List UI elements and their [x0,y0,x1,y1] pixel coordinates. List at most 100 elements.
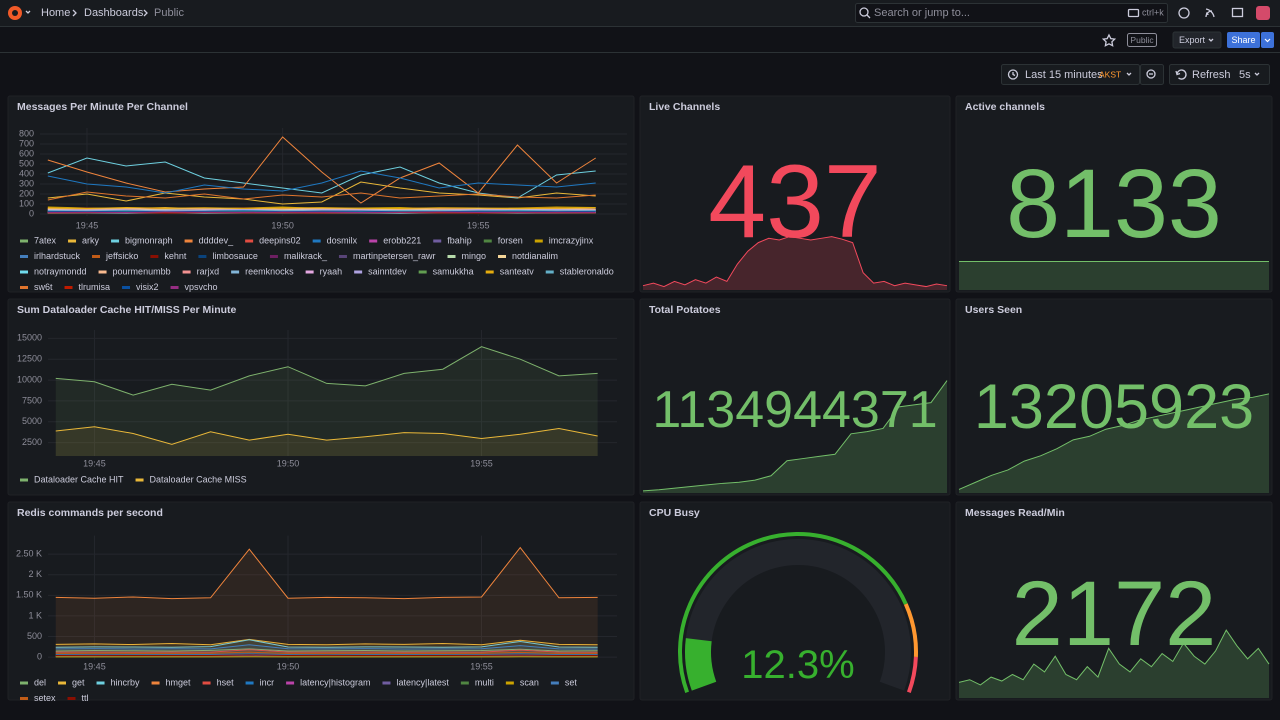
logo-chevron[interactable] [25,10,31,14]
panel-title[interactable]: Sum Dataloader Cache HIT/MISS Per Minute [17,304,237,316]
legend-label[interactable]: irlhardstuck [34,251,81,261]
legend-label[interactable]: get [72,677,85,687]
sparkline-line [958,393,1270,490]
time-chevron[interactable] [1126,72,1132,76]
panel-title[interactable]: Messages Read/Min [965,507,1065,519]
panel-title[interactable]: Users Seen [965,304,1022,316]
legend-label[interactable]: del [34,677,46,687]
legend-label[interactable]: fbahip [447,235,472,245]
gauge-threshold [903,603,918,658]
x-tick-label: 19:50 [277,661,300,671]
panel-title[interactable]: CPU Busy [649,507,700,519]
time-range[interactable]: Last 15 minutes [1025,69,1103,81]
legend-label[interactable]: arky [82,235,100,245]
legend-label[interactable]: hset [217,677,235,687]
legend-label[interactable]: notdianalim [512,251,558,261]
legend-label[interactable]: set [565,677,578,687]
y-tick-label: 300 [19,178,34,188]
y-tick-label: 600 [19,148,34,158]
share-label[interactable]: Share [1231,35,1255,45]
legend-label[interactable]: limbosauce [212,251,258,261]
panel-title[interactable]: Live Channels [649,101,720,113]
avatar[interactable] [1256,6,1270,20]
logo-hole[interactable] [12,10,18,16]
y-tick-label: 12500 [17,354,42,364]
zoom-icon[interactable] [1146,69,1156,79]
legend-label[interactable]: ddddev_ [199,235,235,245]
legend-label[interactable]: visix2 [136,282,159,292]
legend-label[interactable]: santeatv [500,266,535,276]
legend-label[interactable]: jeffsicko [105,251,138,261]
share-menu-chevron[interactable] [1264,38,1271,43]
export-button[interactable] [1172,31,1222,49]
legend-label[interactable]: setex [34,693,56,703]
legend-label[interactable]: Dataloader Cache MISS [150,474,247,484]
legend-label[interactable]: hmget [166,677,192,687]
export-chevron[interactable] [1208,38,1214,42]
legend-label[interactable]: notraymondd [34,266,87,276]
breadcrumb[interactable]: Dashboards [84,7,144,19]
legend-label[interactable]: deepins02 [259,235,301,245]
star-button[interactable] [1101,33,1117,47]
legend-label[interactable]: sw6t [34,282,53,292]
legend-label[interactable]: rarjxd [197,266,220,276]
stat-value: 8133 [1006,149,1222,258]
refresh-icon[interactable] [1175,69,1187,80]
panel [639,95,951,293]
help-icon[interactable] [1178,7,1190,19]
legend-label[interactable]: dosmilx [327,235,358,245]
legend-label[interactable]: martinpetersen_rawr [353,251,436,261]
legend-label[interactable]: ryaah [320,266,343,276]
legend-label[interactable]: sainntdev [368,266,407,276]
legend-label[interactable]: stableronaldo [560,266,614,276]
y-tick-label: 5000 [22,416,42,426]
legend-label[interactable]: bigmonraph [125,235,173,245]
refresh-button[interactable] [1169,64,1270,85]
dock-icon[interactable] [1231,7,1244,18]
public-badge [1127,33,1157,47]
legend-label[interactable]: multi [475,677,494,687]
legend-label[interactable]: imcrazyjinx [549,235,594,245]
time-picker[interactable] [1001,64,1140,85]
legend-label[interactable]: Dataloader Cache HIT [34,474,124,484]
export-label[interactable]: Export [1179,35,1206,45]
news-icon[interactable] [1205,8,1215,18]
legend-label[interactable]: scan [520,677,539,687]
legend-label[interactable]: kehnt [164,251,187,261]
legend-label[interactable]: reemknocks [245,266,294,276]
plot [47,136,596,214]
legend-label[interactable]: pourmenumbb [113,266,171,276]
legend-label[interactable]: samukkha [433,266,474,276]
legend-label[interactable]: malikrack_ [284,251,328,261]
refresh-label[interactable]: Refresh [1192,69,1231,81]
legend-label[interactable]: erobb221 [383,235,421,245]
y-tick-label: 200 [19,188,34,198]
logo[interactable] [8,6,31,20]
interval-chevron[interactable] [1254,72,1260,76]
share-button[interactable] [1227,32,1260,48]
panel-title[interactable]: Redis commands per second [17,507,163,519]
series-line [47,211,596,214]
legend-label[interactable]: latency|histogram [300,677,370,687]
refresh-interval[interactable]: 5s [1239,69,1251,81]
legend-label[interactable]: vpsvcho [185,282,218,292]
panel-title[interactable]: Total Potatoes [649,304,721,316]
search-placeholder[interactable]: Search or jump to... [874,7,970,19]
legend-label[interactable]: 7atex [34,235,57,245]
legend-label[interactable]: hincrby [111,677,141,687]
legend: 7atex arky bigmonraph ddddev_ deepins02 dosmi… [20,235,614,292]
series-area [55,644,598,658]
search-box[interactable] [855,3,1168,23]
breadcrumb[interactable]: Home [41,7,70,19]
legend-label[interactable]: tlrumisa [79,282,111,292]
series-area [55,426,598,456]
legend-label[interactable]: forsen [498,235,523,245]
panel-title[interactable]: Messages Per Minute Per Channel [17,101,188,113]
panel-title[interactable]: Active channels [965,101,1045,113]
legend-label[interactable]: incr [260,677,275,687]
legend-label[interactable]: latency|latest [396,677,449,687]
legend-label[interactable]: mingo [462,251,487,261]
stat-value: 13205923 [974,372,1254,442]
legend-label[interactable]: ttl [82,693,89,703]
share-menu-button[interactable] [1261,32,1274,48]
